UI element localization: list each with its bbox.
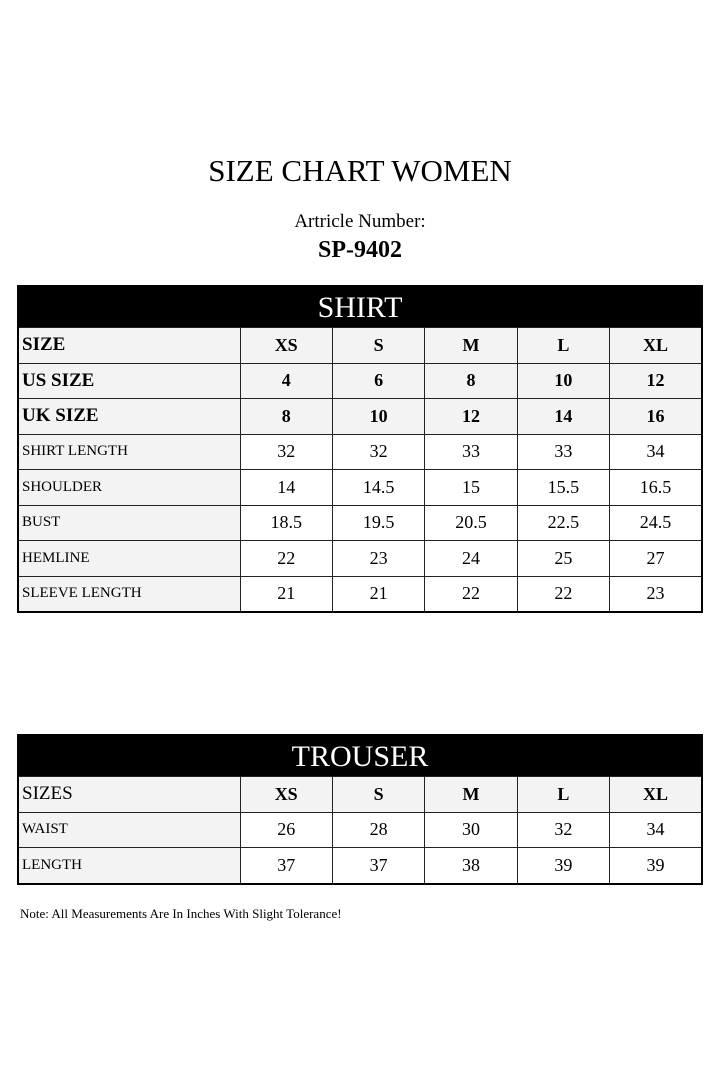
row-label: SIZE [17, 327, 241, 364]
page-title: SIZE CHART WOMEN [208, 153, 512, 188]
table-cell: M [424, 327, 518, 364]
table-row: SHOULDER 14 14.5 15 15.5 16.5 [17, 469, 703, 506]
table-cell: M [424, 776, 518, 813]
table-row: SHIRT LENGTH 32 32 33 33 34 [17, 433, 703, 470]
table-row: BUST 18.5 19.5 20.5 22.5 24.5 [17, 504, 703, 541]
table-cell: S [331, 776, 426, 813]
row-label: WAIST [17, 811, 241, 848]
row-label: UK SIZE [17, 398, 241, 435]
table-cell: 15 [424, 469, 518, 506]
measurement-note: Note: All Measurements Are In Inches Wit… [20, 906, 342, 921]
table-cell: 14 [516, 398, 611, 435]
table-row: SIZE XS S M L XL [17, 327, 703, 364]
table-cell: 18.5 [239, 504, 333, 541]
row-label: SHOULDER [17, 469, 241, 506]
table-cell: 23 [609, 575, 703, 613]
table-cell: 21 [239, 575, 333, 613]
table-cell: L [516, 327, 611, 364]
table-cell: 10 [331, 398, 426, 435]
row-label: US SIZE [17, 362, 241, 399]
table-cell: 19.5 [331, 504, 426, 541]
article-number-label: Artricle Number: [294, 211, 426, 232]
shirt-size-table: SHIRT SIZE XS S M L XL US SIZE 4 6 8 10 12 UK SIZE 8 1… [17, 285, 703, 613]
table-row: UK SIZE 8 10 12 14 16 [17, 398, 703, 435]
table-cell: 32 [331, 433, 426, 470]
shirt-heading: SHIRT [17, 285, 703, 328]
table-cell: 15.5 [516, 469, 611, 506]
row-label: BUST [17, 504, 241, 541]
table-cell: 33 [516, 433, 611, 470]
table-row: LENGTH 37 37 38 39 39 [17, 847, 703, 884]
table-cell: 12 [424, 398, 518, 435]
table-cell: 38 [424, 847, 518, 884]
table-cell: 22 [239, 540, 333, 577]
article-number: SP-9402 [318, 237, 402, 263]
row-label: SIZES [17, 776, 241, 813]
table-cell: L [516, 776, 611, 813]
table-cell: 12 [609, 362, 703, 399]
table-cell: 26 [239, 811, 333, 848]
table-cell: 14 [239, 469, 333, 506]
table-row: HEMLINE 22 23 24 25 27 [17, 540, 703, 577]
table-cell: 24 [424, 540, 518, 577]
table-cell: 27 [609, 540, 703, 577]
table-cell: 23 [331, 540, 426, 577]
table-cell: 4 [239, 362, 333, 399]
table-cell: 25 [516, 540, 611, 577]
table-cell: 16.5 [609, 469, 703, 506]
table-cell: XL [609, 776, 703, 813]
table-cell: 32 [516, 811, 611, 848]
table-cell: 34 [609, 811, 703, 848]
table-cell: 37 [239, 847, 333, 884]
table-cell: 37 [331, 847, 426, 884]
table-cell: XS [239, 327, 333, 364]
table-cell: 30 [424, 811, 518, 848]
table-cell: 20.5 [424, 504, 518, 541]
table-cell: 8 [239, 398, 333, 435]
table-cell: 34 [609, 433, 703, 470]
table-row: SIZES XS S M L XL [17, 776, 703, 813]
table-cell: 39 [609, 847, 703, 884]
table-cell: 32 [239, 433, 333, 470]
table-cell: 8 [424, 362, 518, 399]
table-cell: 16 [609, 398, 703, 435]
table-row: WAIST 26 28 30 32 34 [17, 811, 703, 848]
row-label: LENGTH [17, 847, 241, 884]
row-label: SLEEVE LENGTH [17, 575, 241, 613]
table-cell: 6 [331, 362, 426, 399]
table-cell: 39 [516, 847, 611, 884]
table-cell: S [331, 327, 426, 364]
table-cell: 22.5 [516, 504, 611, 541]
row-label: SHIRT LENGTH [17, 433, 241, 470]
table-cell: 14.5 [331, 469, 426, 506]
table-row: US SIZE 4 6 8 10 12 [17, 362, 703, 399]
trouser-size-table: TROUSER SIZES XS S M L XL WAIST 26 28 30 32 34 LENGT… [17, 734, 703, 885]
table-cell: 21 [331, 575, 426, 613]
table-cell: 28 [331, 811, 426, 848]
table-cell: XL [609, 327, 703, 364]
table-cell: 22 [424, 575, 518, 613]
table-row: SLEEVE LENGTH 21 21 22 22 23 [17, 575, 703, 613]
row-label: HEMLINE [17, 540, 241, 577]
table-cell: 10 [516, 362, 611, 399]
table-cell: 24.5 [609, 504, 703, 541]
table-cell: 33 [424, 433, 518, 470]
table-cell: 22 [516, 575, 611, 613]
table-cell: XS [239, 776, 333, 813]
trouser-heading: TROUSER [17, 734, 703, 777]
